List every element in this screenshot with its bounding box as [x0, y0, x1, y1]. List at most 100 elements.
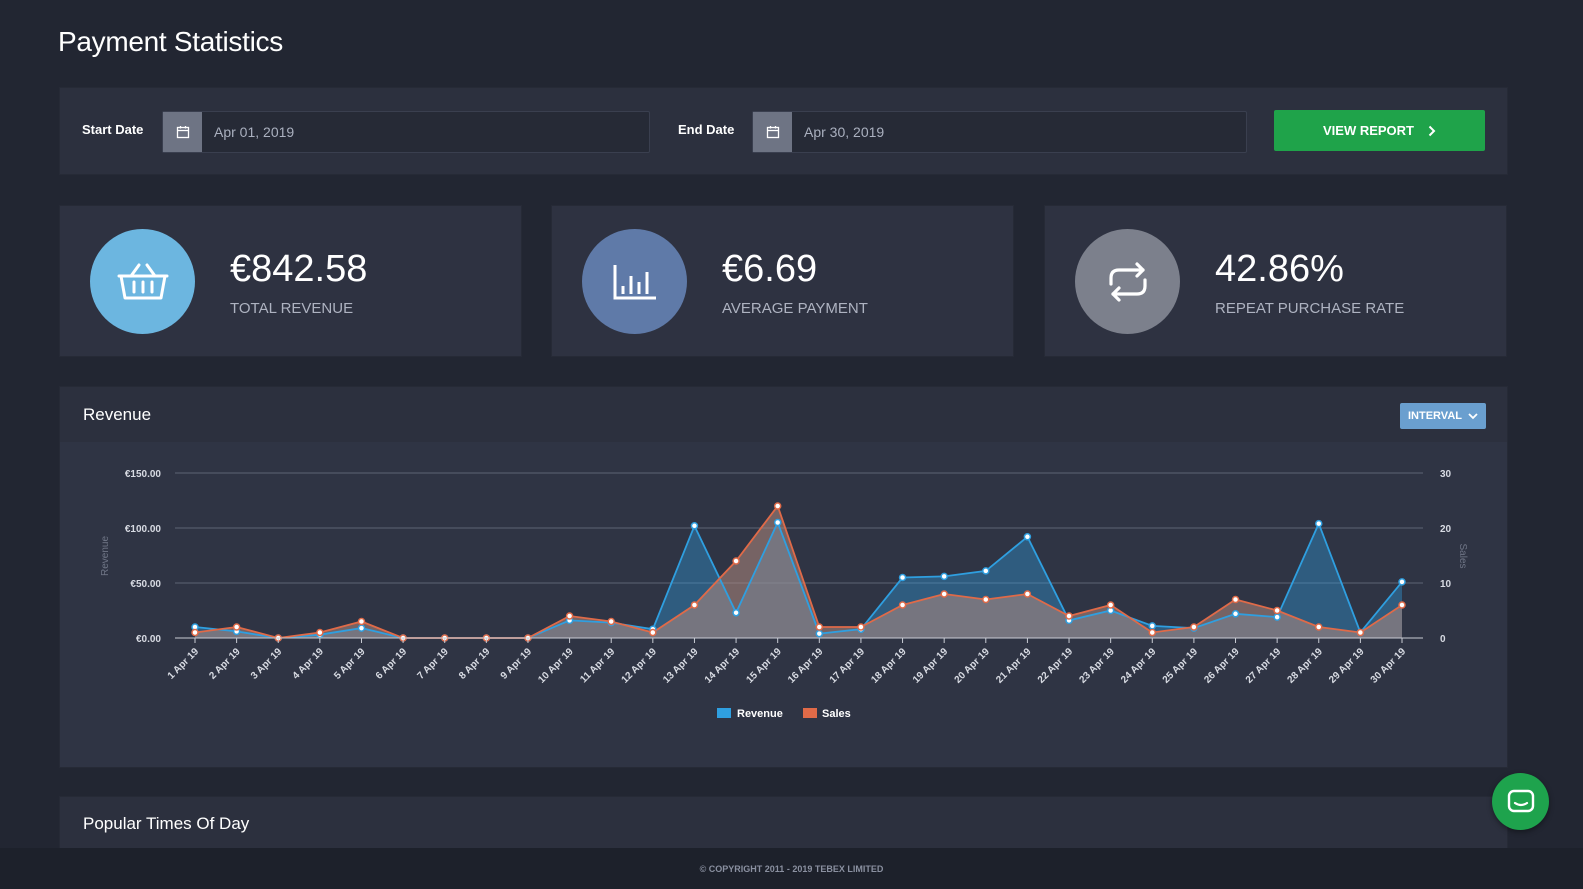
stat-card-repeat-purchase: 42.86% REPEAT PURCHASE RATE: [1044, 205, 1507, 357]
interval-dropdown[interactable]: INTERVAL: [1400, 403, 1486, 429]
x-tick-label: 11 Apr 19: [578, 646, 617, 685]
sales-point: [565, 612, 574, 620]
sales-line: [194, 504, 1403, 639]
sales-point: [815, 623, 824, 631]
sales-point: [191, 628, 199, 637]
revenue-title: Revenue: [83, 405, 152, 424]
revenue-chart: €0.00 0 €50.00 10 €100.00 20 €150.00 30 Revenue S…: [100, 469, 1468, 720]
legend-sales-swatch: [803, 708, 817, 718]
x-tick-label: 25 Apr 19: [1161, 646, 1201, 686]
sales-point: [982, 595, 990, 604]
sales-area: [195, 506, 1402, 638]
sales-point: [1190, 623, 1198, 631]
x-tick-label: 24 Apr 19: [1119, 646, 1159, 686]
start-date-label: Start Date: [82, 122, 144, 137]
x-tick-label: 3 Apr 19: [249, 646, 285, 682]
popular-times-panel: Popular Times Of Day: [59, 796, 1508, 856]
x-tick-label: 9 Apr 19: [499, 646, 535, 682]
copyright-text: © COPYRIGHT 2011 - 2019 TEBEX LIMITED: [699, 863, 884, 874]
x-tick-label: 29 Apr 19: [1327, 646, 1367, 686]
footer: © COPYRIGHT 2011 - 2019 TEBEX LIMITED: [0, 848, 1583, 889]
y2-tick-label: 20: [1440, 524, 1452, 535]
calendar-icon[interactable]: [753, 112, 792, 152]
x-tick-label: 1 Apr 19: [166, 646, 202, 682]
start-date-field[interactable]: Apr 01, 2019: [162, 111, 650, 153]
revenue-point: [1023, 533, 1032, 541]
sales-point: [1065, 612, 1073, 620]
x-tick-label: 6 Apr 19: [374, 646, 410, 682]
repeat-icon: [1075, 229, 1180, 334]
x-tick-label: 7 Apr 19: [415, 646, 451, 682]
x-tick-label: 20 Apr 19: [953, 646, 993, 686]
x-tick-label: 30 Apr 19: [1369, 646, 1409, 686]
stat-card-average-payment: €6.69 AVERAGE PAYMENT: [551, 205, 1014, 357]
chat-button[interactable]: [1492, 773, 1549, 830]
revenue-point: [982, 567, 990, 575]
basket-icon: [90, 229, 195, 334]
legend-sales-label: Sales: [822, 708, 851, 720]
chat-icon: [1507, 789, 1534, 812]
y-axis-title: Revenue: [100, 536, 111, 576]
sales-point: [1023, 590, 1032, 598]
end-date-label: End Date: [678, 122, 735, 137]
revenue-point: [815, 629, 824, 638]
x-tick-label: 2 Apr 19: [207, 646, 243, 682]
sales-point: [1273, 606, 1281, 615]
page-title: Payment Statistics: [58, 26, 283, 57]
x-tick-label: 23 Apr 19: [1077, 646, 1117, 686]
bar-chart-icon: [582, 229, 687, 334]
revenue-point: [1315, 519, 1323, 528]
end-date-field[interactable]: Apr 30, 2019: [752, 111, 1247, 153]
revenue-panel: Revenue INTERVAL €0.00 0 €50.00 10 €100.00 20…: [59, 386, 1508, 768]
sales-point: [1315, 623, 1323, 631]
interval-label: INTERVAL: [1408, 410, 1462, 422]
x-tick-label: 8 Apr 19: [457, 646, 493, 682]
start-date-value: Apr 01, 2019: [214, 124, 295, 140]
stat-label: AVERAGE PAYMENT: [722, 300, 868, 317]
sales-point: [1106, 601, 1115, 609]
sales-point: [649, 628, 657, 637]
x-tick-label: 4 Apr 19: [291, 646, 327, 682]
sales-point: [690, 601, 699, 609]
revenue-point: [1231, 610, 1240, 618]
calendar-icon[interactable]: [163, 112, 202, 152]
chevron-right-icon: [1428, 125, 1436, 136]
x-tick-label: 19 Apr 19: [911, 646, 951, 686]
stat-label: REPEAT PURCHASE RATE: [1215, 300, 1405, 317]
stat-label: TOTAL REVENUE: [230, 300, 354, 317]
y-tick-label: €0.00: [136, 634, 161, 645]
sales-point: [857, 623, 865, 631]
x-tick-label: 12 Apr 19: [620, 646, 660, 686]
x-tick-label: 16 Apr 19: [786, 646, 826, 686]
revenue-point: [1148, 622, 1157, 630]
x-tick-label: 15 Apr 19: [744, 646, 784, 686]
revenue-chart-area: €0.00 0 €50.00 10 €100.00 20 €150.00 30 Revenue S…: [60, 442, 1507, 767]
sales-point: [732, 557, 740, 565]
view-report-label: VIEW REPORT: [1322, 123, 1414, 138]
revenue-point: [1398, 578, 1406, 586]
sales-point: [232, 623, 241, 631]
sales-point: [773, 502, 782, 510]
popular-times-title: Popular Times Of Day: [83, 814, 250, 833]
revenue-point: [773, 518, 782, 527]
sales-point: [316, 628, 324, 637]
x-tick-label: 22 Apr 19: [1036, 646, 1076, 686]
revenue-point: [732, 608, 740, 617]
sales-point: [898, 601, 907, 609]
revenue-point: [940, 572, 948, 581]
sales-point: [1231, 595, 1240, 604]
y2-tick-label: 10: [1440, 579, 1452, 590]
sales-point: [357, 617, 366, 626]
sales-point: [607, 617, 615, 626]
x-tick-label: 21 Apr 19: [994, 646, 1034, 686]
stat-value: €842.58: [230, 248, 368, 290]
x-tick-label: 28 Apr 19: [1286, 646, 1326, 686]
date-filter-bar: Start Date Apr 01, 2019 End Date Apr 30,…: [59, 87, 1508, 175]
stat-value: €6.69: [722, 248, 818, 290]
view-report-button[interactable]: VIEW REPORT: [1274, 110, 1485, 151]
x-tick-label: 27 Apr 19: [1244, 646, 1284, 686]
revenue-point: [690, 522, 699, 530]
x-tick-label: 5 Apr 19: [332, 646, 368, 682]
sales-point: [1398, 601, 1406, 609]
x-tick-label: 13 Apr 19: [661, 646, 701, 686]
